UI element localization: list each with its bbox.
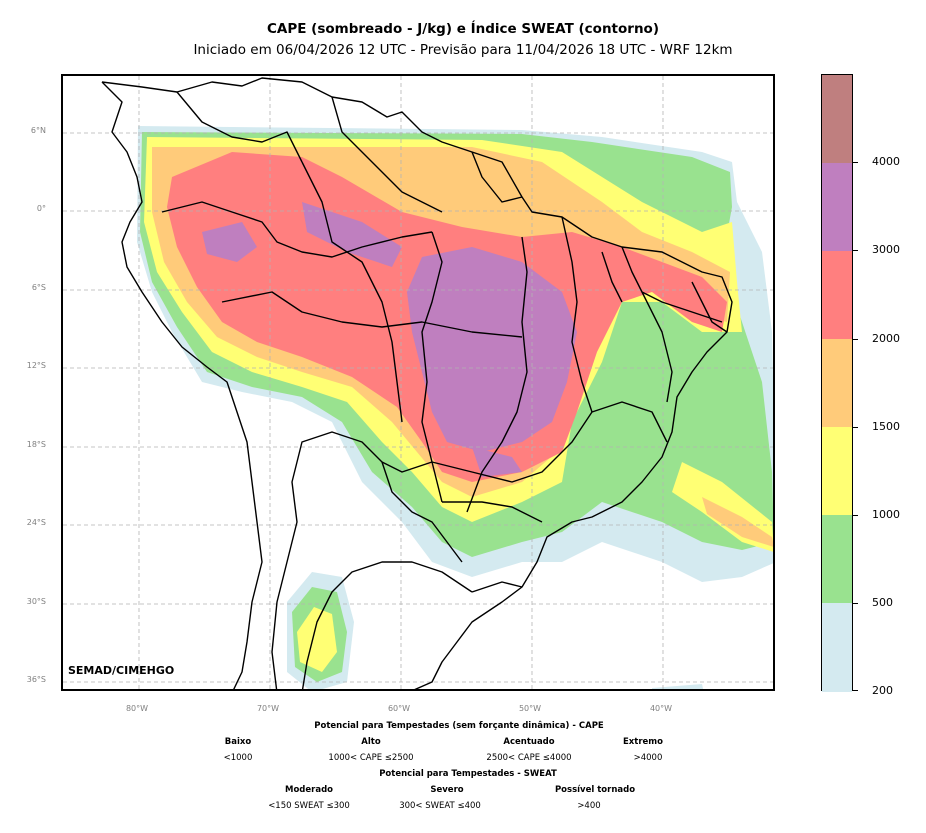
lat-label-18s: 18°S — [26, 440, 46, 449]
colorbar-label-2000: 2000 — [872, 332, 900, 345]
political-borders — [101, 77, 733, 689]
lat-label-12s: 12°S — [26, 361, 46, 370]
cape-level-range: <1000 — [223, 753, 253, 763]
colorbar — [821, 74, 853, 692]
sweat-level-range: <150 SWEAT ≤300 — [268, 801, 350, 811]
cape-legend-title: Potencial para Tempestades (sem forçante… — [314, 721, 604, 731]
sweat-level-name: Possível tornado — [554, 785, 636, 795]
colorbar-label-4000: 4000 — [872, 155, 900, 168]
sweat-level-range: 300< SWEAT ≤400 — [399, 801, 481, 811]
colorbar-segment-1000 — [822, 427, 852, 515]
cape-level-name: Extremo — [622, 737, 663, 747]
lon-label-70w: 70°W — [256, 704, 280, 713]
lon-label-60w: 60°W — [387, 704, 411, 713]
lat-label-30s: 30°S — [26, 597, 46, 606]
lat-label-6s: 6°S — [31, 283, 46, 292]
colorbar-segment-200 — [822, 603, 852, 692]
lon-label-80w: 80°W — [125, 704, 149, 713]
colorbar-label-3000: 3000 — [872, 243, 900, 256]
colorbar-tick — [853, 603, 858, 604]
colorbar-segment-500 — [822, 515, 852, 603]
colorbar-tick — [853, 250, 858, 251]
cape-level-range: 1000< CAPE ≤2500 — [328, 753, 414, 763]
colorbar-tick — [853, 427, 858, 428]
forecast-map — [61, 74, 775, 691]
colorbar-label-500: 500 — [872, 596, 893, 609]
credit-label: SEMAD/CIMEHGO — [68, 664, 175, 677]
figure-subtitle: Iniciado em 06/04/2026 12 UTC - Previsão… — [193, 42, 733, 58]
colorbar-tick — [853, 339, 858, 340]
colorbar-tick — [853, 690, 858, 691]
sweat-level-name: Severo — [430, 785, 464, 795]
colorbar-label-1000: 1000 — [872, 508, 900, 521]
cape-level-name: Acentuado — [503, 737, 555, 747]
lon-label-40w: 40°W — [649, 704, 673, 713]
cape-level-name: Alto — [361, 737, 381, 747]
colorbar-label-200: 200 — [872, 684, 893, 697]
colorbar-segment-1500 — [822, 339, 852, 427]
sweat-level-range: >400 — [577, 801, 601, 811]
cape-level-range: >4000 — [633, 753, 663, 763]
lat-label-0: 0° — [36, 204, 46, 213]
colorbar-segment-4000plus — [822, 75, 852, 163]
figure-title: CAPE (sombreado - J/kg) e Índice SWEAT (… — [267, 21, 659, 37]
cape-level-range: 2500< CAPE ≤4000 — [486, 753, 572, 763]
colorbar-segment-2000 — [822, 251, 852, 339]
colorbar-tick — [853, 515, 858, 516]
colorbar-segment-3000 — [822, 163, 852, 251]
sweat-legend-title: Potencial para Tempestades - SWEAT — [379, 769, 557, 779]
lat-label-36s: 36°S — [26, 675, 46, 684]
lon-label-50w: 50°W — [518, 704, 542, 713]
map-canvas — [63, 76, 773, 689]
colorbar-label-1500: 1500 — [872, 420, 900, 433]
lat-label-24s: 24°S — [26, 518, 46, 527]
graticule — [63, 76, 773, 689]
cape-shading — [137, 126, 773, 689]
sweat-level-name: Moderado — [285, 785, 333, 795]
lat-label-6n: 6°N — [30, 126, 46, 135]
cape-level-name: Baixo — [224, 737, 252, 747]
colorbar-tick — [853, 162, 858, 163]
